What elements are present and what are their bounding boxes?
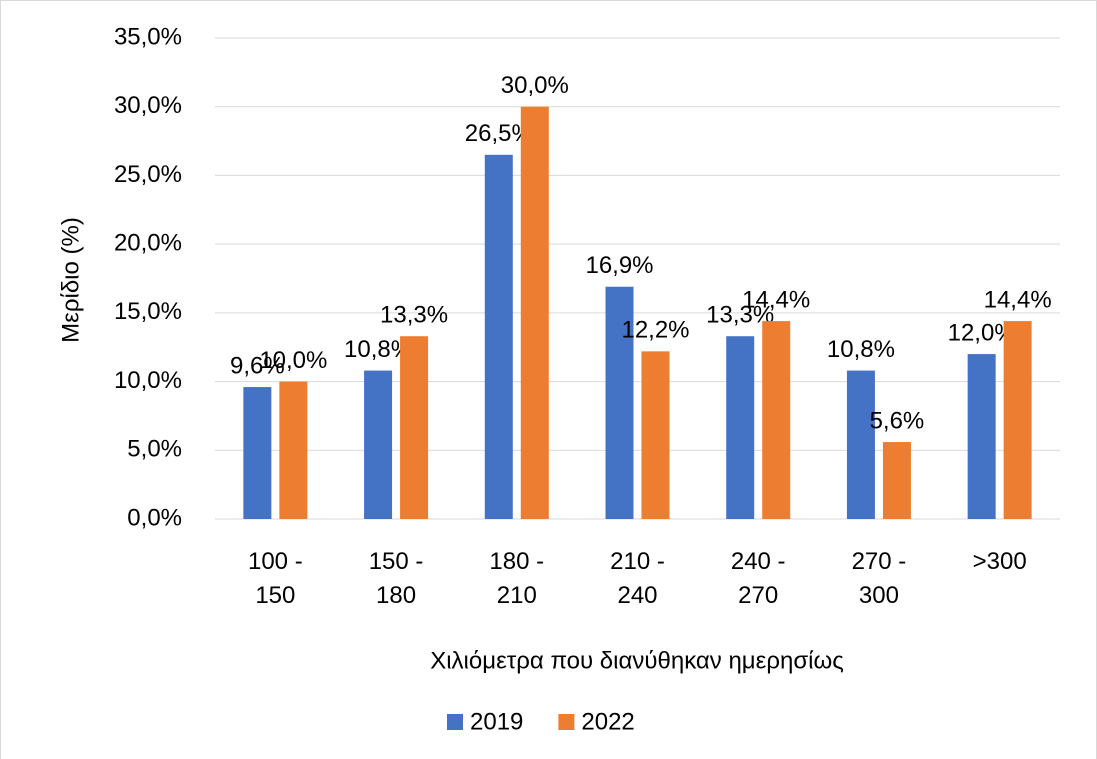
x-tick-label: 270 - 300 xyxy=(851,548,907,609)
legend-label: 2022 xyxy=(581,708,634,735)
y-tick-label: 35,0% xyxy=(114,23,182,50)
y-axis-title: Μερίδιο (%) xyxy=(57,217,84,343)
bar xyxy=(641,351,670,519)
data-label: 13,3% xyxy=(380,302,448,329)
y-tick-label: 10,0% xyxy=(114,367,182,394)
bar xyxy=(882,442,911,519)
x-tick-label: 150 - 180 xyxy=(368,548,424,609)
bar xyxy=(605,286,634,519)
data-label: 9,6% xyxy=(230,352,285,379)
bar xyxy=(726,336,755,519)
bar xyxy=(484,154,513,520)
legend-swatch xyxy=(447,714,463,730)
data-label: 10,0% xyxy=(259,347,327,374)
x-tick-label: 100 - 150 xyxy=(247,548,303,609)
bar xyxy=(762,321,791,519)
y-tick-label: 20,0% xyxy=(114,229,182,256)
y-tick-label: 25,0% xyxy=(114,161,182,188)
x-tick-label: 180 - 210 xyxy=(489,548,545,609)
x-tick-label: 210 - 240 xyxy=(610,548,665,609)
bar xyxy=(846,370,875,519)
bar xyxy=(400,336,429,519)
legend-swatch xyxy=(558,714,575,730)
bar xyxy=(967,354,996,519)
y-tick-label: 15,0% xyxy=(114,298,182,325)
bar xyxy=(520,106,549,519)
bar xyxy=(279,381,308,519)
bar xyxy=(243,387,272,519)
data-label: 10,8% xyxy=(827,336,895,363)
data-label: 16,9% xyxy=(585,252,653,279)
data-label: 5,6% xyxy=(870,407,925,434)
x-tick-label: 240 - 270 xyxy=(730,548,786,609)
data-label: 14,4% xyxy=(742,286,810,313)
y-tick-label: 30,0% xyxy=(114,92,182,119)
x-tick-label: >300 xyxy=(972,548,1027,575)
bar xyxy=(364,370,393,519)
y-tick-label: 0,0% xyxy=(127,504,182,531)
bar xyxy=(1003,321,1032,519)
legend-label: 2019 xyxy=(470,708,523,735)
data-label: 30,0% xyxy=(501,72,569,99)
y-tick-label: 5,0% xyxy=(127,436,182,463)
data-label: 14,4% xyxy=(984,286,1052,313)
data-label: 12,2% xyxy=(621,317,689,344)
x-axis-title: Χιλιόμετρα που διανύθηκαν ημερησίως xyxy=(430,647,844,674)
